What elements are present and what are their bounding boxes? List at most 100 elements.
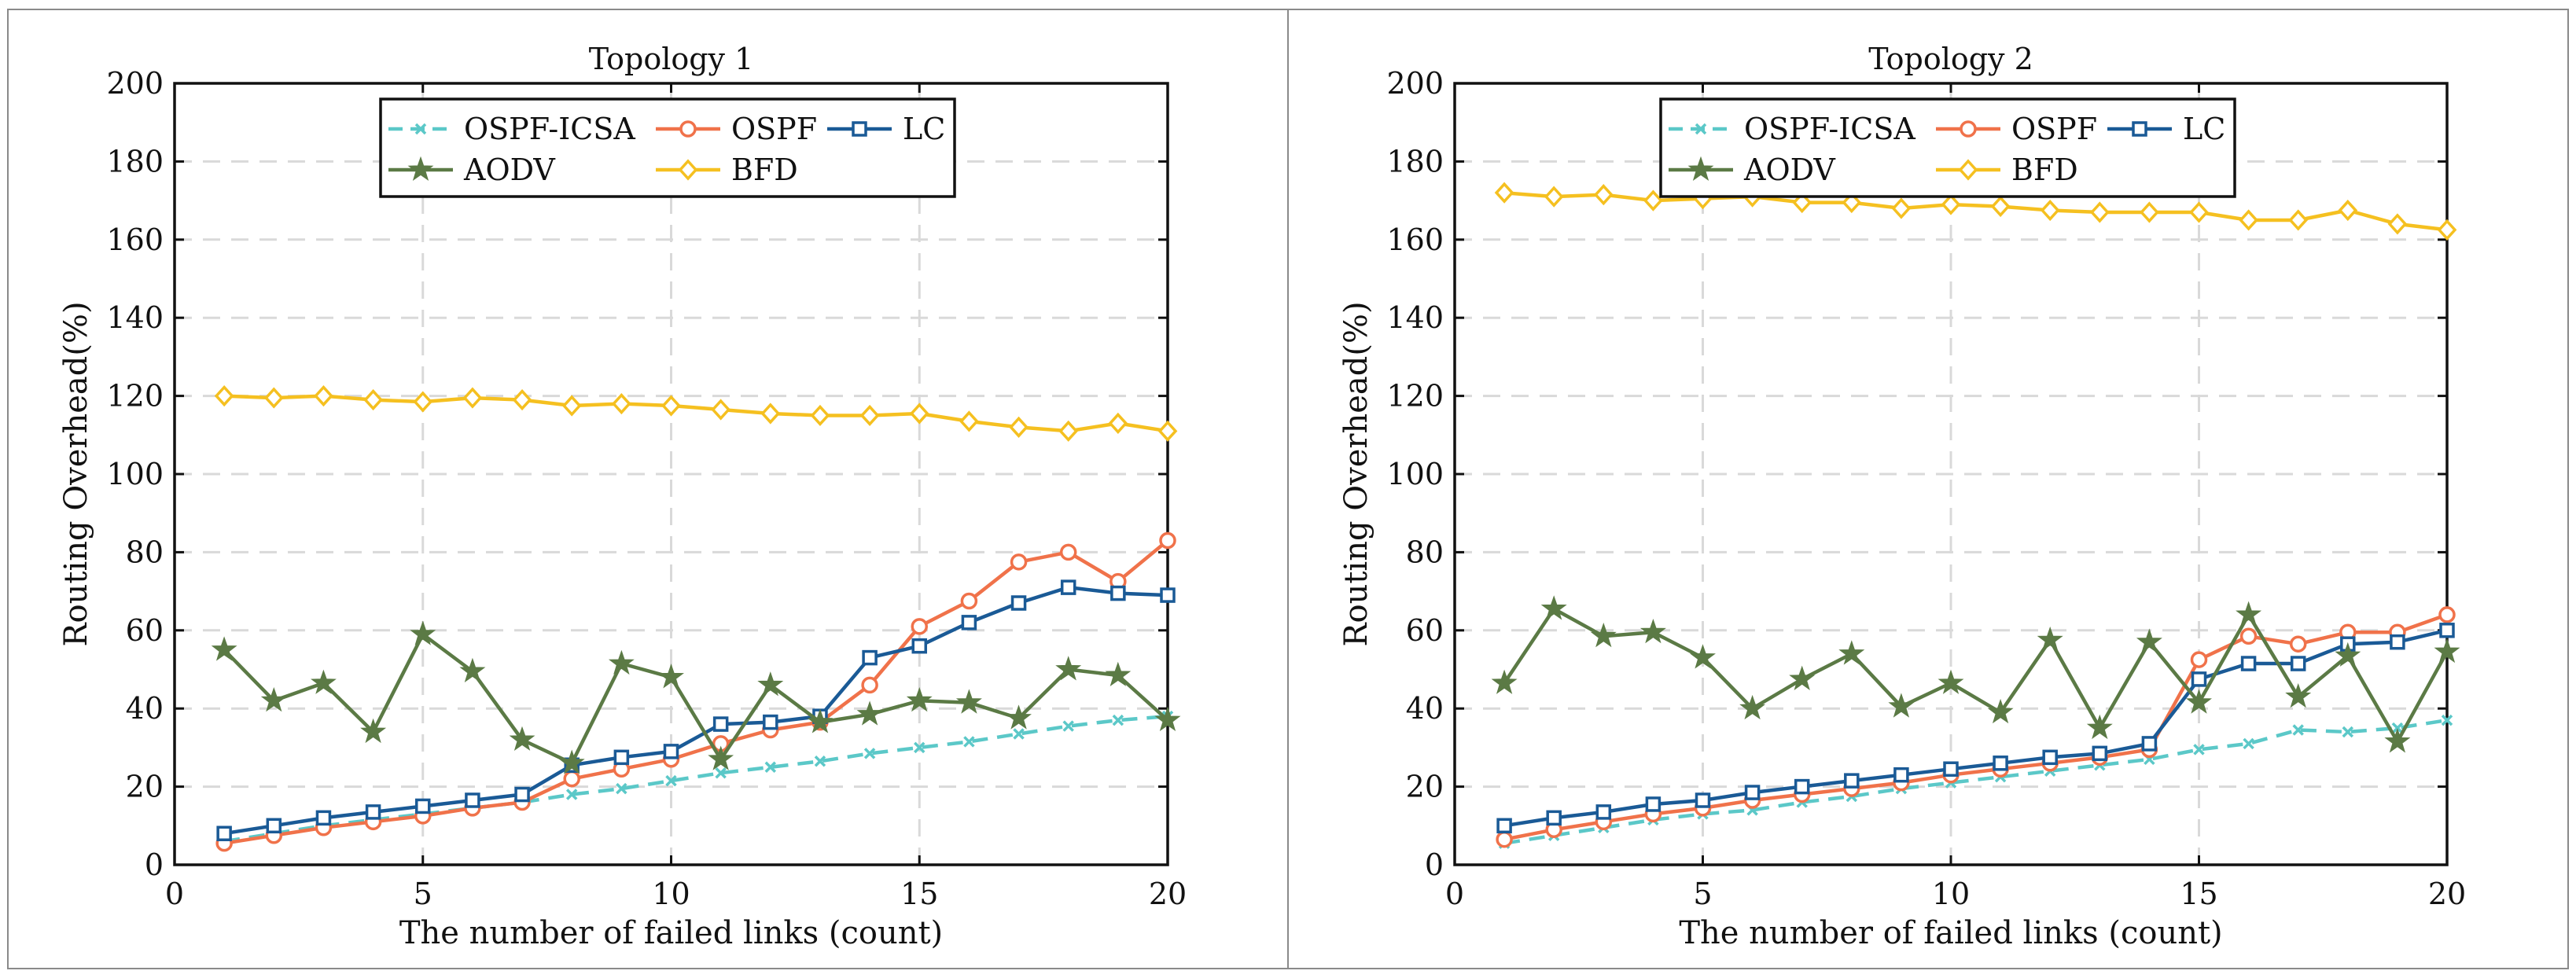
data-point bbox=[2384, 728, 2411, 753]
data-point bbox=[1157, 420, 1178, 442]
data-point bbox=[2243, 737, 2254, 750]
legend-label: AODV bbox=[1743, 153, 1835, 187]
data-point bbox=[2240, 656, 2257, 671]
data-point bbox=[413, 391, 433, 413]
data-point bbox=[1154, 706, 1181, 732]
data-point bbox=[1159, 531, 1176, 550]
legend-label: OSPF bbox=[2011, 112, 2097, 146]
data-point bbox=[1941, 193, 1961, 215]
data-point bbox=[365, 804, 381, 820]
data-point bbox=[1593, 184, 1614, 206]
series-bfd bbox=[1494, 182, 2457, 241]
data-point bbox=[1010, 553, 1028, 571]
data-point bbox=[862, 649, 878, 666]
legend-marker bbox=[414, 123, 427, 135]
series-line bbox=[223, 714, 1168, 844]
series-aodv bbox=[1491, 595, 2460, 753]
y-tick-label: 180 bbox=[1386, 144, 1444, 178]
data-point bbox=[2136, 628, 2162, 653]
data-point bbox=[1496, 830, 1513, 848]
data-point bbox=[2441, 714, 2453, 726]
series-lc bbox=[1496, 623, 2455, 834]
data-point bbox=[1160, 587, 1176, 603]
data-point bbox=[712, 716, 729, 732]
data-point bbox=[2387, 213, 2408, 235]
data-point bbox=[216, 825, 232, 841]
data-point bbox=[1105, 661, 1132, 686]
data-point bbox=[2290, 656, 2306, 671]
data-point bbox=[616, 782, 627, 795]
data-point bbox=[1108, 412, 1128, 434]
data-point bbox=[2037, 626, 2063, 652]
data-point bbox=[2189, 201, 2209, 223]
series-lc bbox=[216, 579, 1176, 841]
data-point bbox=[1112, 714, 1124, 726]
data-point bbox=[2288, 209, 2309, 231]
legend-box bbox=[1659, 97, 2236, 198]
data-point bbox=[760, 403, 781, 425]
x-tick-label: 15 bbox=[2180, 877, 2217, 911]
legend-marker bbox=[852, 121, 867, 137]
y-tick-label: 120 bbox=[106, 379, 164, 414]
data-point bbox=[415, 798, 431, 814]
data-point bbox=[856, 700, 883, 726]
data-point bbox=[715, 767, 727, 779]
data-point bbox=[1010, 595, 1027, 611]
data-point bbox=[2434, 638, 2460, 664]
y-tick-label: 20 bbox=[126, 770, 164, 804]
data-point bbox=[810, 404, 830, 427]
legend-label: BFD bbox=[2011, 153, 2078, 187]
data-point bbox=[1494, 182, 1514, 204]
x-tick-label: 20 bbox=[1149, 877, 1187, 911]
data-point bbox=[2141, 736, 2158, 752]
panel-frame-right bbox=[1287, 9, 2569, 969]
y-tick-label: 0 bbox=[145, 847, 164, 882]
data-point bbox=[1695, 792, 1711, 808]
data-point bbox=[909, 403, 929, 425]
data-point bbox=[911, 638, 927, 654]
data-point bbox=[563, 770, 580, 788]
data-point bbox=[959, 410, 979, 432]
data-point bbox=[608, 649, 635, 675]
data-point bbox=[1842, 191, 1862, 214]
data-point bbox=[2191, 671, 2207, 687]
x-tick-label: 10 bbox=[1932, 877, 1970, 911]
data-point bbox=[861, 676, 878, 694]
data-point bbox=[1891, 197, 1912, 219]
data-point bbox=[955, 689, 982, 714]
y-tick-label: 120 bbox=[1386, 379, 1444, 414]
data-point bbox=[360, 718, 387, 744]
data-point bbox=[711, 399, 731, 421]
data-point bbox=[311, 669, 337, 694]
data-point bbox=[2193, 744, 2205, 756]
x-tick-label: 5 bbox=[414, 877, 432, 911]
data-point bbox=[914, 741, 926, 754]
data-point bbox=[465, 792, 480, 808]
data-point bbox=[459, 657, 486, 682]
chart-topology-2: 0 20 40 60 80 100 120 140 160 180 200 0 5 10 15 20 Topol… bbox=[1338, 42, 2466, 951]
data-point bbox=[315, 810, 332, 826]
data-point bbox=[2289, 635, 2307, 653]
data-point bbox=[512, 388, 532, 411]
chart-title: Topology 2 bbox=[1868, 42, 2033, 76]
data-point bbox=[1062, 720, 1074, 732]
data-point bbox=[1013, 728, 1025, 740]
data-point bbox=[263, 387, 284, 409]
legend-marker bbox=[679, 120, 697, 138]
data-point bbox=[2335, 642, 2361, 667]
series-line bbox=[1503, 628, 2448, 828]
data-point bbox=[1110, 585, 1126, 601]
data-point bbox=[1544, 186, 1564, 208]
y-tick-label: 60 bbox=[126, 613, 164, 648]
data-point bbox=[1744, 785, 1761, 800]
legend-label: BFD bbox=[731, 153, 798, 187]
series-line bbox=[1503, 607, 2449, 744]
data-point bbox=[859, 404, 880, 427]
data-point bbox=[410, 620, 436, 645]
data-point bbox=[1645, 796, 1662, 812]
data-point bbox=[814, 756, 826, 767]
data-point bbox=[911, 618, 928, 635]
data-point bbox=[2092, 745, 2108, 762]
x-tick-label: 0 bbox=[165, 877, 184, 911]
